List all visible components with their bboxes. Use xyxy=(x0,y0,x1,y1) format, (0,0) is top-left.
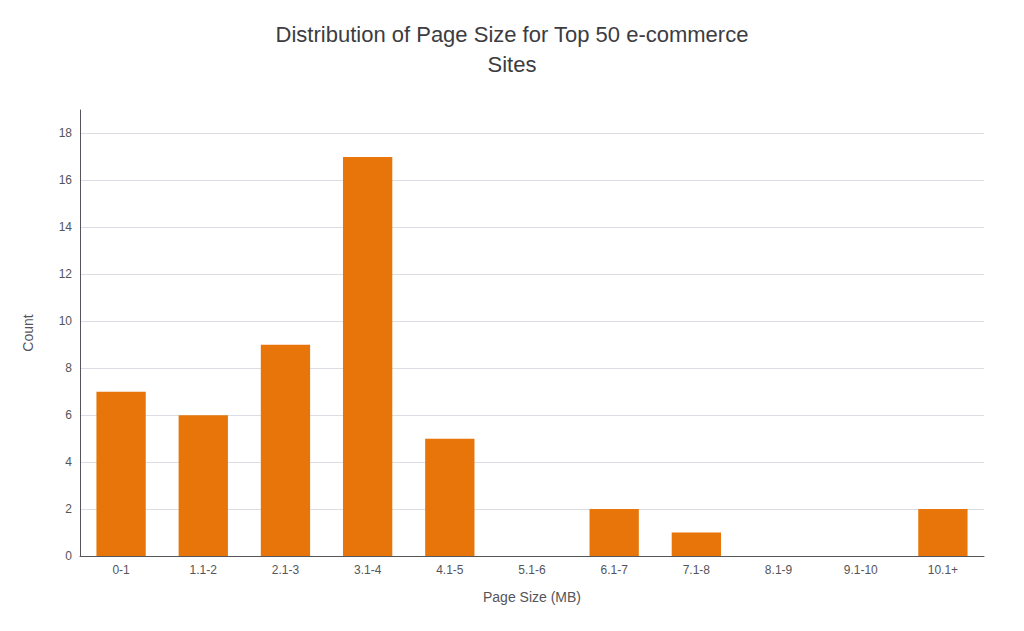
svg-text:Distribution of Page Size for: Distribution of Page Size for Top 50 e-c… xyxy=(276,22,749,47)
svg-text:7.1-8: 7.1-8 xyxy=(683,563,711,577)
svg-text:2: 2 xyxy=(65,502,72,516)
svg-text:0-1: 0-1 xyxy=(112,563,130,577)
svg-text:4: 4 xyxy=(65,455,72,469)
svg-text:2.1-3: 2.1-3 xyxy=(272,563,300,577)
svg-text:Count: Count xyxy=(20,314,36,351)
svg-text:0: 0 xyxy=(65,549,72,563)
svg-text:6.1-7: 6.1-7 xyxy=(601,563,629,577)
svg-text:6: 6 xyxy=(65,408,72,422)
svg-text:8.1-9: 8.1-9 xyxy=(765,563,793,577)
svg-text:1.1-2: 1.1-2 xyxy=(190,563,218,577)
svg-text:8: 8 xyxy=(65,361,72,375)
svg-text:4.1-5: 4.1-5 xyxy=(436,563,464,577)
svg-text:Sites: Sites xyxy=(488,52,537,77)
svg-text:9.1-10: 9.1-10 xyxy=(844,563,878,577)
svg-text:14: 14 xyxy=(59,220,73,234)
svg-text:18: 18 xyxy=(59,126,73,140)
svg-text:10: 10 xyxy=(59,314,73,328)
svg-text:16: 16 xyxy=(59,173,73,187)
svg-text:5.1-6: 5.1-6 xyxy=(518,563,546,577)
svg-text:3.1-4: 3.1-4 xyxy=(354,563,382,577)
svg-text:10.1+: 10.1+ xyxy=(928,563,958,577)
svg-text:12: 12 xyxy=(59,267,73,281)
svg-text:Page Size (MB): Page Size (MB) xyxy=(483,589,581,605)
